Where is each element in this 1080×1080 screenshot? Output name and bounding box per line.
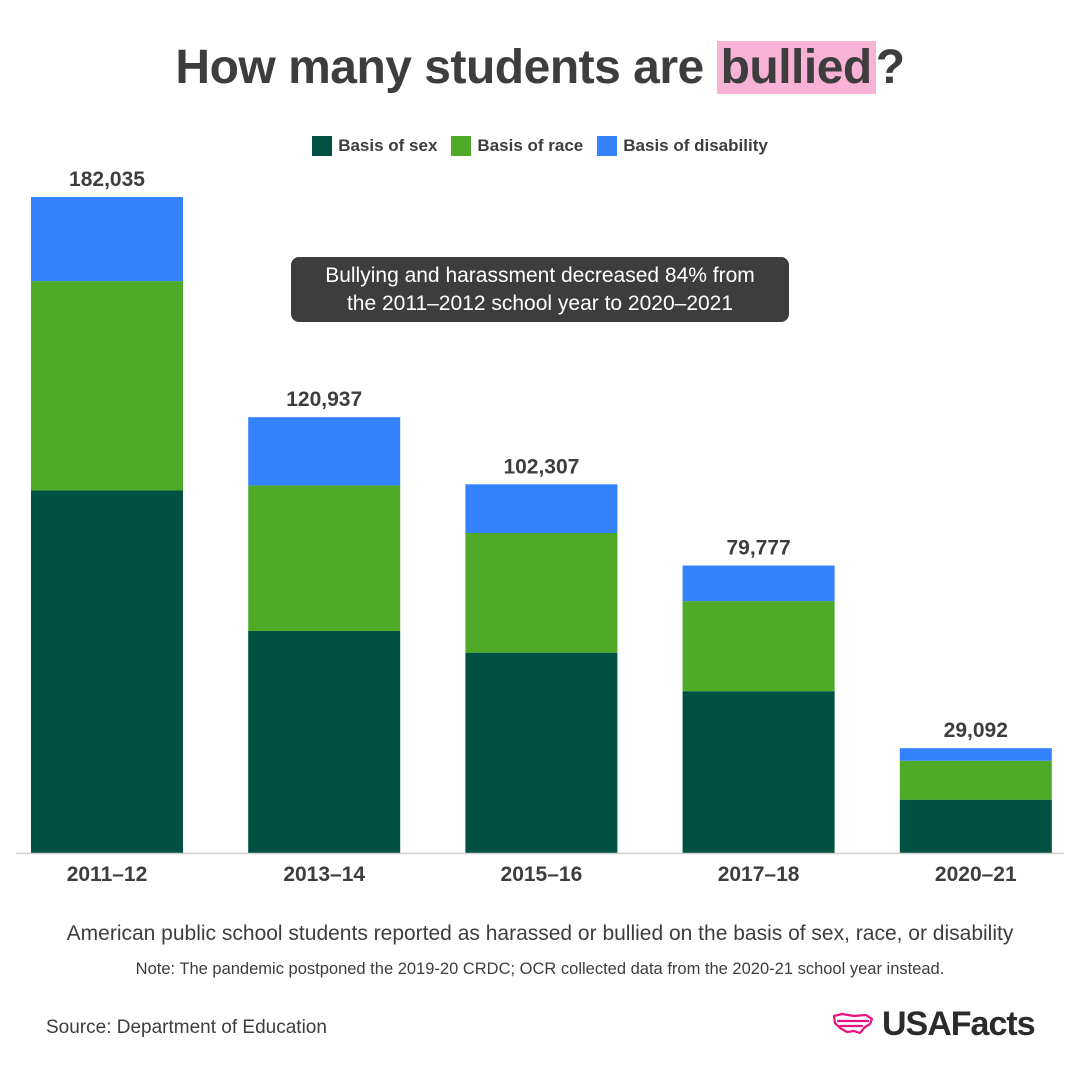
usa-map-icon: [832, 1012, 874, 1034]
legend-label-race: Basis of race: [477, 136, 584, 155]
bar-segment-race: [248, 485, 401, 632]
legend-item-race: Basis of race: [451, 136, 583, 156]
bar-segment-race: [682, 601, 835, 692]
title-prefix: How many students are: [175, 41, 717, 94]
legend: Basis of sex Basis of race Basis of disa…: [0, 136, 1080, 156]
bar-segment-race: [31, 281, 183, 491]
x-tick-label: 2015–16: [501, 863, 583, 886]
callout-line-2: the 2011–2012 school year to 2020–2021: [346, 291, 734, 315]
title-highlight: bullied: [716, 41, 876, 94]
bar-total-label: 79,777: [726, 537, 790, 560]
callout-box: Bullying and harassment decreased 84% fr…: [291, 257, 789, 322]
bar-segment-race: [465, 532, 618, 653]
legend-label-disability: Basis of disability: [623, 136, 768, 155]
bar-segment-sex: [31, 490, 183, 853]
x-tick-label: 2013–14: [283, 863, 365, 886]
bar-segment-sex: [682, 691, 835, 853]
chart-caption: American public school students reported…: [66, 922, 1014, 945]
legend-swatch-race: [451, 136, 472, 156]
callout-line-1: Bullying and harassment decreased 84% fr…: [325, 263, 755, 287]
bar-segment-sex: [248, 631, 401, 853]
bar-segment-disability: [682, 565, 835, 602]
legend-item-sex: Basis of sex: [312, 136, 437, 156]
logo-text: USAFacts: [882, 1005, 1036, 1043]
x-tick-label: 2011–12: [67, 863, 148, 886]
usafacts-logo: USAFacts: [832, 1005, 1036, 1044]
bar-total-label: 120,937: [286, 388, 362, 411]
bar-segment-sex: [899, 799, 1052, 853]
x-tick-label: 2017–18: [718, 863, 800, 886]
legend-item-disability: Basis of disability: [597, 136, 768, 156]
bar-segment-disability: [248, 417, 401, 486]
legend-swatch-sex: [312, 136, 333, 156]
legend-swatch-disability: [597, 136, 618, 156]
bar-total-label: 102,307: [503, 455, 579, 478]
bar-segment-sex: [465, 652, 618, 853]
bar-segment-disability: [465, 484, 618, 533]
bar-segment-disability: [31, 197, 183, 282]
chart-title: How many students are bullied?: [0, 40, 1080, 95]
source-text: Source: Department of Education: [46, 1017, 327, 1038]
bar-total-label: 182,035: [69, 168, 145, 191]
bar-segment-disability: [899, 748, 1052, 761]
bar-segment-race: [899, 760, 1052, 800]
stacked-bar-chart: 182,035 2011–12 120,937 2013–14 102,307 2015–…: [16, 168, 1064, 886]
x-tick-label: 2020–21: [935, 863, 1017, 886]
legend-label-sex: Basis of sex: [338, 136, 438, 155]
bar-total-label: 29,092: [944, 719, 1008, 742]
title-suffix: ?: [875, 41, 905, 94]
chart-note: Note: The pandemic postponed the 2019-20…: [135, 960, 945, 978]
